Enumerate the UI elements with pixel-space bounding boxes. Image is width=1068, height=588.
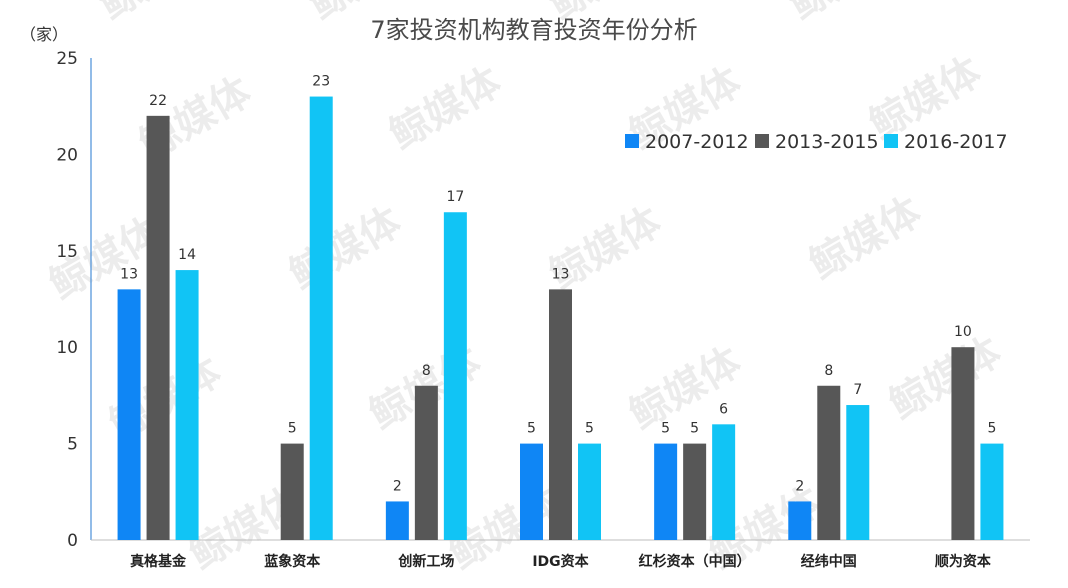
bar (385, 501, 409, 540)
bars-layer (117, 96, 1004, 541)
watermark-text: 鲸媒体 (92, 0, 219, 29)
y-axis-ticks: 0 5 10 15 20 25 (56, 49, 78, 551)
y-tick-label: 25 (56, 49, 78, 69)
y-tick-label: 15 (56, 242, 78, 262)
x-category-label: 蓝象资本 (264, 553, 321, 570)
bar (117, 289, 141, 540)
bar (414, 385, 438, 540)
watermark-text: 鲸媒体 (282, 199, 409, 299)
bar (712, 424, 736, 540)
bar-value-label: 6 (719, 401, 728, 417)
bar (980, 443, 1004, 540)
bar (817, 385, 841, 540)
bar (578, 443, 601, 540)
legend-swatch (755, 134, 769, 148)
bar-value-label: 13 (552, 266, 570, 282)
bar (520, 443, 543, 540)
watermark-text: 鲸媒体 (802, 189, 929, 289)
bar (443, 212, 467, 541)
bar-value-label: 5 (987, 421, 996, 437)
bar (654, 443, 678, 540)
bar-value-label: 2 (795, 478, 804, 494)
bar (846, 405, 870, 540)
bar-value-label: 2 (393, 478, 402, 494)
bar (549, 289, 572, 540)
y-tick-label: 0 (67, 531, 78, 551)
bar-value-label: 8 (422, 363, 431, 379)
chart-title: 7家投资机构教育投资年份分析 (370, 16, 697, 44)
x-category-label: IDG资本 (532, 553, 589, 570)
legend-label: 2016-2017 (904, 131, 1008, 153)
bar-value-label: 17 (446, 189, 464, 205)
legend: 2007-2012 2013-2015 2016-2017 (625, 131, 1008, 153)
bar-value-label: 5 (585, 421, 594, 437)
watermark-text: 鲸媒体 (882, 329, 1009, 429)
x-category-label: 顺为资本 (935, 553, 992, 570)
y-tick-label: 5 (67, 435, 78, 455)
data-labels-layer: 13 22 14 5 23 2 8 17 5 13 5 5 5 6 2 8 7 10 5 (120, 74, 996, 495)
bar-value-label: 22 (149, 93, 167, 109)
legend-swatch (884, 134, 898, 148)
legend-label: 2007-2012 (645, 131, 749, 153)
x-category-label: 真格基金 (130, 553, 187, 570)
legend-label: 2013-2015 (775, 131, 879, 153)
bar (788, 501, 812, 540)
bar (146, 115, 170, 540)
bar (951, 347, 975, 540)
bar (175, 270, 199, 540)
bar-value-label: 5 (661, 421, 670, 437)
bar-value-label: 7 (853, 382, 862, 398)
x-category-label: 创新工场 (397, 553, 454, 570)
watermark-text: 鲸媒体 (382, 59, 509, 159)
watermark-text: 鲸媒体 (622, 339, 749, 439)
bar (683, 443, 707, 540)
x-category-label: 红杉资本（中国） (639, 553, 751, 570)
legend-swatch (625, 134, 639, 148)
bar-value-label: 23 (312, 74, 330, 90)
bar-value-label: 5 (527, 421, 536, 437)
y-axis-unit-label: （家） (20, 25, 68, 44)
x-category-label: 经纬中国 (801, 553, 857, 570)
bar (309, 96, 333, 540)
bar-value-label: 13 (120, 266, 138, 282)
bar-value-label: 14 (178, 247, 196, 263)
y-tick-label: 10 (56, 338, 78, 358)
x-axis-categories: 真格基金 蓝象资本 创新工场 IDG资本 红杉资本（中国） 经纬中国 顺为资本 (130, 553, 992, 570)
bar-value-label: 5 (690, 421, 699, 437)
bar-value-label: 5 (288, 421, 297, 437)
bar-value-label: 10 (954, 324, 972, 340)
y-tick-label: 20 (56, 145, 78, 165)
watermark-text: 鲸媒体 (782, 0, 909, 29)
bar-value-label: 8 (824, 363, 833, 379)
bar (280, 443, 304, 540)
watermark-text: 鲸媒体 (542, 199, 669, 299)
